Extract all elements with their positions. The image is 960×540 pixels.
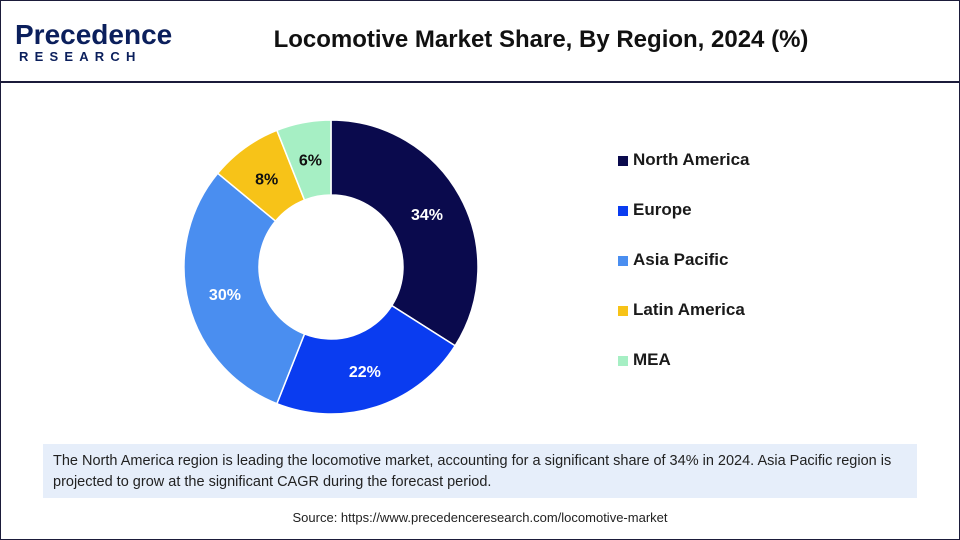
data-label-europe: 22% [349,364,381,381]
slice-asia-pacific [183,172,306,405]
slice-mea [275,119,332,202]
data-label-asia-pacific: 30% [209,287,241,304]
source-line: Source: https://www.precedenceresearch.c… [292,510,668,525]
legend-swatch-europe [618,206,628,216]
slice-europe [275,304,457,415]
donut-chart: 34% 22% 30% 8% 6% [183,119,479,415]
legend-swatch-latin-america [618,306,628,316]
legend-label-mea: MEA [633,350,671,369]
data-label-north-america: 34% [411,207,443,224]
legend-label-europe: Europe [633,200,692,219]
logo-word: Precedence [15,19,173,50]
logo-sub: RESEARCH [19,49,142,64]
summary-note: The North America region is leading the … [43,444,917,498]
legend-swatch-mea [618,356,628,366]
legend-label-asia-pacific: Asia Pacific [633,250,729,269]
header: Precedence RESEARCH Locomotive Market Sh… [1,1,959,83]
data-label-latin-america: 8% [255,171,278,188]
legend-label-latin-america: Latin America [633,300,745,319]
data-label-mea: 6% [299,152,322,169]
brand-logo: Precedence RESEARCH [15,11,172,71]
chart-title: Locomotive Market Share, By Region, 2024… [273,26,809,53]
legend-swatch-north-america [618,156,628,166]
legend-label-north-america: North America [633,150,750,169]
slice-north-america [330,119,479,347]
legend-swatch-asia-pacific [618,256,628,266]
